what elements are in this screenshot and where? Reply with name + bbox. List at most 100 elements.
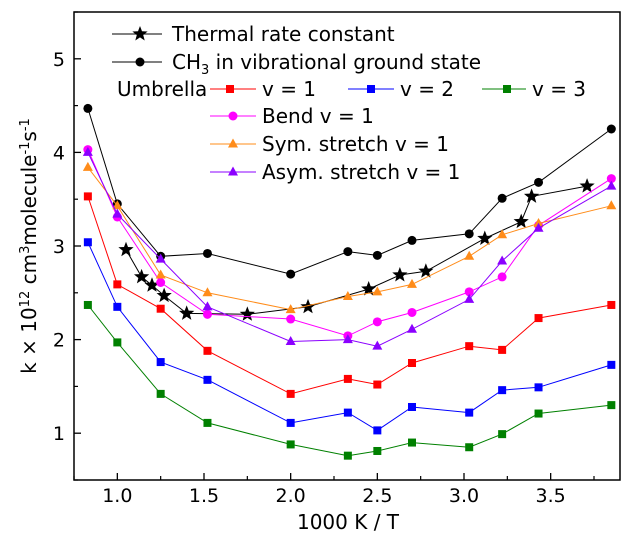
data-point-umbrella_v3 [287, 440, 295, 448]
data-point-umbrella_v2 [607, 361, 615, 369]
legend-red-square [226, 85, 234, 93]
legend-green-square [503, 85, 511, 93]
data-point-thermal [118, 242, 133, 256]
y-tick-label: 1 [53, 423, 65, 445]
legend-entry-umbrella: Umbrella v = 1 v = 2 v = 3 [117, 77, 586, 101]
x-tick-label: 1.0 [102, 485, 132, 507]
data-point-umbrella_v3 [535, 410, 543, 418]
data-point-umbrella_v2 [498, 386, 506, 394]
data-point-ground [534, 178, 543, 187]
legend-label-umbrella-v2: v = 2 [400, 77, 454, 101]
data-point-umbrella_v3 [465, 443, 473, 451]
data-point-umbrella_v2 [535, 383, 543, 391]
legend-label-umbrella-v3: v = 3 [532, 77, 586, 101]
legend-entry-ground: CH3 in vibrational ground state [112, 50, 481, 78]
legend-label-ground: CH3 in vibrational ground state [172, 50, 481, 78]
x-tick-label: 3.0 [449, 485, 479, 507]
data-point-ground [286, 270, 295, 279]
data-point-umbrella_v1 [498, 346, 506, 354]
data-point-asym [606, 181, 616, 190]
x-tick-label: 3.5 [536, 485, 566, 507]
data-point-umbrella_v2 [408, 403, 416, 411]
legend-label-umbrella: Umbrella [117, 77, 207, 101]
data-point-umbrella_v2 [373, 426, 381, 434]
legend-star-marker [132, 26, 147, 40]
data-point-umbrella_v3 [607, 401, 615, 409]
data-point-bend [156, 278, 165, 287]
legend-entry-sym: Sym. stretch v = 1 [210, 132, 449, 156]
data-point-umbrella_v3 [344, 452, 352, 460]
data-point-sym [464, 251, 474, 260]
data-point-ground [343, 247, 352, 256]
data-point-umbrella_v1 [287, 390, 295, 398]
data-point-umbrella_v3 [84, 301, 92, 309]
data-point-asym [407, 324, 417, 333]
data-point-umbrella_v2 [287, 419, 295, 427]
data-point-thermal [392, 267, 407, 281]
data-point-bend [498, 272, 507, 281]
data-point-sym [407, 279, 417, 288]
y-tick-label: 2 [53, 330, 65, 352]
data-point-umbrella_v2 [157, 358, 165, 366]
data-point-umbrella_v1 [113, 280, 121, 288]
data-point-umbrella_v3 [203, 419, 211, 427]
y-tick-label: 3 [53, 236, 65, 258]
series-layer [83, 104, 616, 460]
x-tick-label: 2.0 [276, 485, 306, 507]
data-point-ground [498, 194, 507, 203]
data-point-umbrella_v1 [408, 359, 416, 367]
data-point-umbrella_v1 [535, 314, 543, 322]
legend-label-thermal: Thermal rate constant [171, 22, 395, 46]
data-point-ground [465, 229, 474, 238]
y-tick-label: 5 [53, 49, 65, 71]
y-axis-title: k × 1012 cm3molecule-1s-1 [17, 118, 41, 374]
legend-label-bend: Bend v = 1 [262, 104, 374, 128]
data-point-umbrella_v1 [607, 301, 615, 309]
data-point-ground [373, 251, 382, 260]
legend-violet-triangle [228, 167, 238, 176]
data-point-thermal [418, 263, 433, 277]
x-tick-label: 2.5 [362, 485, 392, 507]
data-point-umbrella_v2 [84, 238, 92, 246]
x-axis-title: 1000 K / T [297, 510, 400, 534]
data-point-sym [156, 270, 166, 279]
data-point-thermal [514, 214, 529, 228]
data-point-umbrella_v3 [113, 338, 121, 346]
data-point-bend [408, 308, 417, 317]
data-point-ground [83, 104, 92, 113]
legend-label-asym: Asym. stretch v = 1 [262, 160, 460, 184]
series-ground [83, 104, 615, 279]
legend-magenta-circle [229, 112, 238, 121]
data-point-umbrella_v2 [344, 409, 352, 417]
legend-orange-triangle [228, 139, 238, 148]
data-point-umbrella_v3 [157, 390, 165, 398]
series-line-sym [88, 167, 611, 309]
data-point-umbrella_v2 [465, 409, 473, 417]
legend-label-umbrella-v1: v = 1 [262, 77, 316, 101]
legend-label-sym: Sym. stretch v = 1 [262, 132, 449, 156]
data-point-sym [606, 200, 616, 209]
legend: Thermal rate constant CH3 in vibrational… [112, 22, 586, 184]
data-point-thermal [524, 188, 539, 202]
data-point-umbrella_v1 [84, 192, 92, 200]
data-point-ground [408, 236, 417, 245]
data-point-umbrella_v2 [113, 303, 121, 311]
data-point-umbrella_v1 [465, 342, 473, 350]
data-point-thermal [240, 306, 255, 320]
data-point-ground [607, 125, 616, 134]
legend-circle-marker [136, 58, 145, 67]
data-point-bend [373, 317, 382, 326]
data-point-umbrella_v3 [498, 430, 506, 438]
data-point-asym [497, 255, 507, 264]
data-point-umbrella_v1 [344, 375, 352, 383]
data-point-bend [286, 315, 295, 324]
series-thermal [118, 178, 594, 321]
data-point-sym [83, 162, 93, 171]
data-point-bend [203, 310, 212, 319]
data-point-thermal [179, 305, 194, 319]
legend-entry-bend: Bend v = 1 [210, 104, 374, 128]
data-point-ground [203, 249, 212, 258]
data-point-umbrella_v1 [157, 305, 165, 313]
x-tick-label: 1.5 [189, 485, 219, 507]
